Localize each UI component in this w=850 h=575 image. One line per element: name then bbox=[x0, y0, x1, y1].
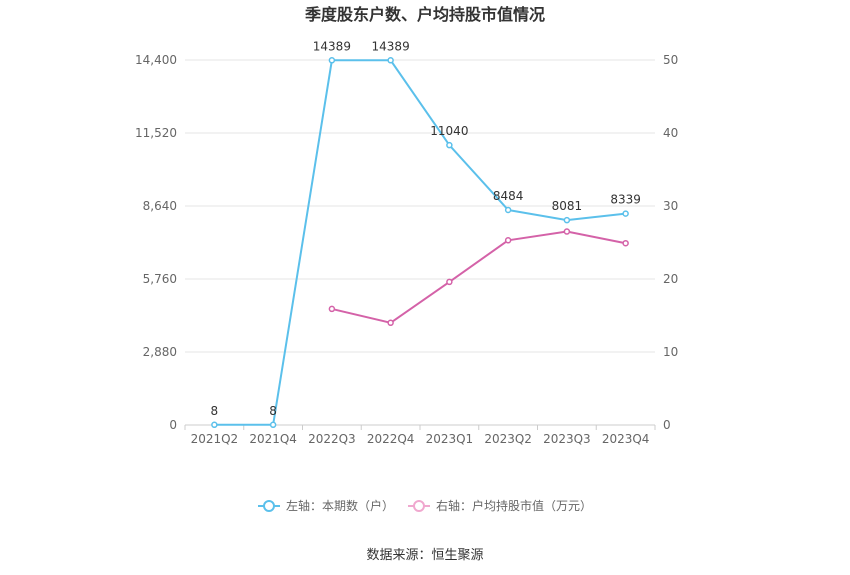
data-point[interactable] bbox=[622, 210, 629, 217]
grid bbox=[185, 59, 655, 426]
data-point[interactable] bbox=[446, 141, 453, 149]
series-1: 8 8 14389 14389 11040 8484 8081 8339 bbox=[211, 39, 641, 429]
data-point[interactable] bbox=[563, 216, 571, 224]
series-2 bbox=[328, 228, 629, 327]
y-left-tick-label: 5,760 bbox=[143, 272, 177, 286]
y-right-tick-label: 50 bbox=[663, 53, 678, 67]
x-tick-label: 2022Q4 bbox=[367, 432, 415, 446]
legend-label: 右轴：户均持股市值（万元） bbox=[436, 498, 592, 513]
x-tick-label: 2023Q4 bbox=[602, 432, 650, 446]
y-left-tick-label: 8,640 bbox=[143, 199, 177, 213]
data-point[interactable] bbox=[387, 57, 394, 64]
data-point[interactable] bbox=[563, 228, 571, 235]
data-label: 14389 bbox=[372, 39, 410, 53]
y-left-tick-label: 14,400 bbox=[135, 53, 177, 67]
legend-marker bbox=[413, 500, 425, 512]
data-point[interactable] bbox=[504, 237, 512, 244]
data-point[interactable] bbox=[387, 319, 394, 327]
x-tick-label: 2021Q2 bbox=[191, 432, 239, 446]
series-line bbox=[331, 230, 626, 324]
y-left-tick-label: 0 bbox=[169, 418, 177, 432]
data-label: 8 bbox=[269, 404, 277, 418]
x-axis: 2021Q2 2021Q4 2022Q3 2022Q4 2023Q1 2023Q2 2023… bbox=[184, 425, 656, 446]
legend-marker bbox=[263, 500, 275, 512]
data-label: 14389 bbox=[313, 39, 351, 53]
data-point[interactable] bbox=[328, 305, 336, 313]
y-right-tick-label: 0 bbox=[663, 418, 671, 432]
data-point[interactable] bbox=[269, 421, 277, 429]
series-layer: 8 8 14389 14389 11040 8484 8081 8339 bbox=[211, 39, 641, 429]
data-label: 8081 bbox=[552, 199, 583, 213]
data-label: 8484 bbox=[493, 189, 524, 203]
y-right-tick-label: 10 bbox=[663, 345, 678, 359]
data-label: 8339 bbox=[610, 193, 641, 207]
y-right-tick-label: 20 bbox=[663, 272, 678, 286]
x-tick-label: 2023Q2 bbox=[484, 432, 532, 446]
data-label: 11040 bbox=[430, 124, 468, 138]
data-point[interactable] bbox=[504, 206, 512, 214]
legend-item-1[interactable]: 左轴：本期数（户） bbox=[258, 498, 394, 513]
y-left-tick-label: 2,880 bbox=[143, 345, 177, 359]
y-right-tick-label: 40 bbox=[663, 126, 678, 140]
data-source: 数据来源：恒生聚源 bbox=[366, 548, 483, 563]
legend-item-2[interactable]: 右轴：户均持股市值（万元） bbox=[408, 498, 592, 513]
data-point[interactable] bbox=[622, 239, 629, 247]
y-left-tick-label: 11,520 bbox=[135, 126, 177, 140]
x-tick-label: 2022Q3 bbox=[308, 432, 356, 446]
legend[interactable]: 左轴：本期数（户） 右轴：户均持股市值（万元） bbox=[258, 498, 592, 513]
x-tick-label: 2023Q1 bbox=[426, 432, 474, 446]
series-line bbox=[214, 59, 626, 426]
x-tick-label: 2021Q4 bbox=[249, 432, 297, 446]
data-point[interactable] bbox=[211, 421, 218, 429]
data-point[interactable] bbox=[328, 57, 336, 64]
y-axis-right: 0 10 20 30 40 50 bbox=[663, 53, 678, 432]
legend-label: 左轴：本期数（户） bbox=[286, 498, 394, 513]
data-label: 8 bbox=[211, 404, 219, 418]
y-right-tick-label: 30 bbox=[663, 199, 678, 213]
data-point[interactable] bbox=[446, 278, 453, 286]
chart-title: 季度股东户数、户均持股市值情况 bbox=[304, 5, 545, 24]
x-tick-label: 2023Q3 bbox=[543, 432, 591, 446]
y-axis-left: 0 2,880 5,760 8,640 11,520 14,400 bbox=[135, 53, 177, 432]
